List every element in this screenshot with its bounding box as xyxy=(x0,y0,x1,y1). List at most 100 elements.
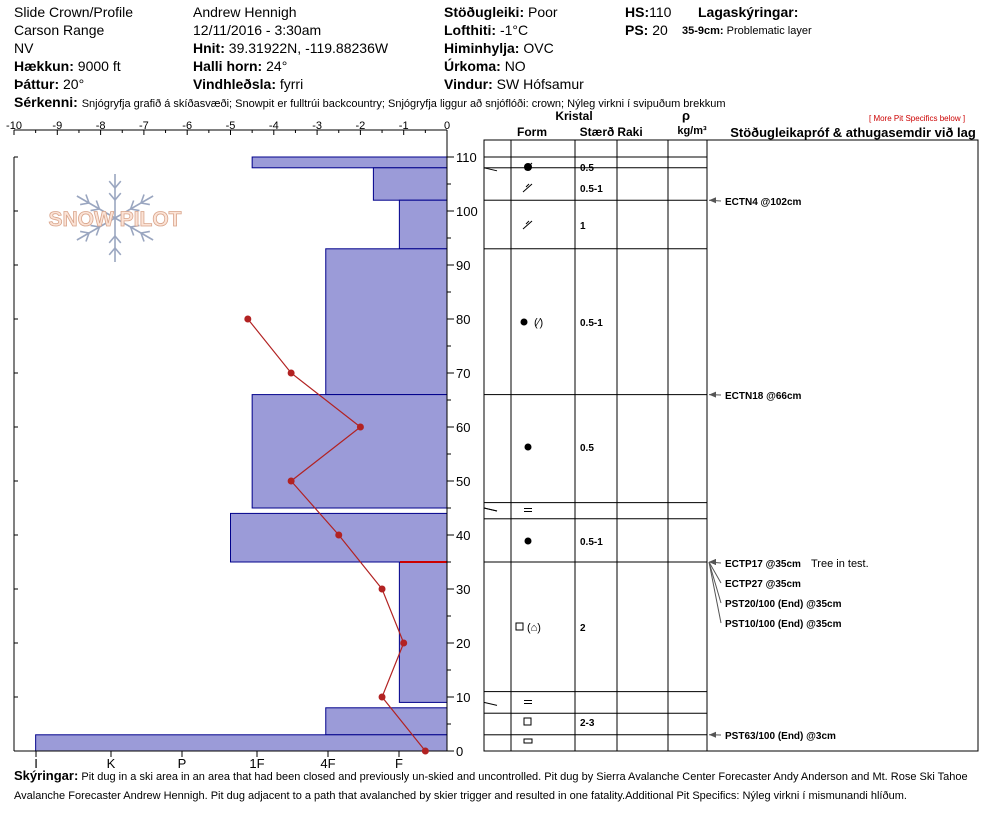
precip-particle-stroke xyxy=(524,162,533,171)
crystal-form-ice xyxy=(523,738,533,744)
snowflake-branch xyxy=(140,202,150,206)
test-arrow-line xyxy=(708,561,722,604)
sky-value: OVC xyxy=(523,40,554,56)
temperature-point xyxy=(400,639,408,647)
height-tick-label: 10 xyxy=(456,690,470,705)
ps-label: PS: xyxy=(625,22,649,38)
snowflake-branch xyxy=(95,226,101,236)
stability-test-label: PST20/100 (End) @35cm xyxy=(725,599,842,610)
crystal-form-precip-particles xyxy=(524,162,533,171)
grain-size-label: 0.5-1 xyxy=(580,318,603,329)
crystal-form-faceted xyxy=(523,717,532,726)
legend-entry-text: Problematic layer xyxy=(726,25,812,37)
faceted-icon xyxy=(515,622,524,631)
snowflake-arm xyxy=(114,195,154,219)
air-temp-value: -1°C xyxy=(499,22,529,38)
stability-test-comment: Tree in test. xyxy=(811,558,869,570)
temperature-point xyxy=(287,369,295,377)
snowflake-branch xyxy=(108,235,116,244)
snowflake-branch xyxy=(140,232,145,242)
height-tick-label: 80 xyxy=(456,312,470,327)
temperature-point xyxy=(356,423,364,431)
hardness-bar xyxy=(398,199,448,250)
height-tick-label: 0 xyxy=(456,744,463,759)
height-tick-label: 100 xyxy=(456,204,478,219)
height-tick-label: 40 xyxy=(456,528,470,543)
temperature-tick-label: -10 xyxy=(6,120,22,132)
precip-row: Úrkoma: NO xyxy=(444,57,526,75)
tests-header: Stöðugleikapróf & athugasemdir við lag xyxy=(730,125,976,140)
hs-label: HS: xyxy=(625,4,650,20)
test-arrow-head xyxy=(709,197,716,204)
features-row: Sérkenni: Snjógryfja grafið á skíðasvæði… xyxy=(14,93,726,113)
temperature-point xyxy=(287,477,295,485)
hardness-temperature-chart: -10 -9 -8 -7 -6 -5 -4 -3 -2 -1 0010203040506070809… xyxy=(6,120,478,771)
grain-size-label: 1 xyxy=(580,221,586,232)
crystal-form-crust xyxy=(524,508,532,512)
test-arrow-head xyxy=(709,391,716,398)
test-arrow-head xyxy=(709,731,716,738)
elevation-value: 9000 ft xyxy=(77,58,121,74)
aspect-label: Þáttur: xyxy=(14,76,60,92)
sky-label: Himinhylja: xyxy=(444,40,520,56)
temperature-point xyxy=(378,585,386,593)
crystal-form-rounded-decomposing: (⁄) xyxy=(520,317,543,329)
snowflake-branch xyxy=(140,194,145,204)
test-arrow-line xyxy=(708,561,722,624)
snowflake-branch xyxy=(114,235,122,244)
crystal-form-rounded xyxy=(524,443,532,451)
hardness-tick-label: 1F xyxy=(249,756,264,771)
hs-value: 110 xyxy=(649,4,672,20)
height-tick-label: 90 xyxy=(456,258,470,273)
height-tick-label: 20 xyxy=(456,636,470,651)
rounded-icon xyxy=(520,318,528,326)
stability-test-label: ECTP27 @35cm xyxy=(725,579,801,590)
features-text: Snjógryfja grafið á skíðasvæði; Snowpit … xyxy=(81,98,726,110)
height-tick-label: 50 xyxy=(456,474,470,489)
decomposing-icon xyxy=(522,183,533,193)
wind-row: Vindur: SW Hófsamur xyxy=(444,75,584,93)
wind-load-row: Vindhleðsla: fyrri xyxy=(193,75,303,93)
temperature-point xyxy=(421,747,429,755)
hardness-bar xyxy=(372,167,448,201)
rounded-icon xyxy=(524,537,532,545)
size-header: Stærð xyxy=(580,125,615,139)
stability-test-label: ECTN4 @102cm xyxy=(725,197,802,208)
column-headers: Kristal Form Stærð Raki ρ kg/m³ Stöðugle… xyxy=(517,108,976,140)
hardness-bar xyxy=(398,561,448,703)
snowflake-branch xyxy=(129,226,135,236)
table-frame xyxy=(483,139,979,752)
stability-row: Stöðugleiki: Poor xyxy=(444,3,558,21)
notes-block: Skýringar: Pit dug in a ski area in an a… xyxy=(14,766,994,806)
observer-name: Andrew Hennigh xyxy=(193,4,297,20)
decomposing-stroke xyxy=(525,183,530,188)
snowflake-branch xyxy=(90,208,100,212)
wind-value: SW Hófsamur xyxy=(496,76,584,92)
snowflake-branch xyxy=(80,230,90,234)
aspect-value: 20° xyxy=(63,76,85,92)
stability-label: Stöðugleiki: xyxy=(444,4,525,20)
snowflake-branch xyxy=(95,200,101,210)
more-specifics-link[interactable]: [ More Pit Specifics below ] xyxy=(869,114,966,123)
temperature-point xyxy=(244,315,252,323)
temperature-tick-label: 0 xyxy=(444,120,450,132)
hardness-tick-label: P xyxy=(178,756,187,771)
snowpilot-logo: SNOW PILOT xyxy=(48,174,182,262)
snowflake-branch xyxy=(108,192,116,201)
temperature-tick-label: -7 xyxy=(139,120,149,132)
connector-kink xyxy=(483,507,498,512)
sky-row: Himinhylja: OVC xyxy=(444,39,554,57)
hardness-bar xyxy=(251,394,448,509)
temperature-tick-label: -6 xyxy=(182,120,192,132)
hs-row: HS:110 xyxy=(625,3,671,21)
air-temp-label: Lofthiti: xyxy=(444,22,497,38)
temperature-tick-label: -8 xyxy=(96,120,106,132)
logo-text: SNOW PILOT xyxy=(49,208,182,231)
snowflake-branch xyxy=(140,230,150,234)
hardness-tick-label: K xyxy=(107,756,116,771)
temperature-point xyxy=(335,531,343,539)
air-temp-row: Lofthiti: -1°C xyxy=(444,21,528,39)
temperature-tick-label: -2 xyxy=(356,120,366,132)
hardness-bar xyxy=(35,734,448,752)
